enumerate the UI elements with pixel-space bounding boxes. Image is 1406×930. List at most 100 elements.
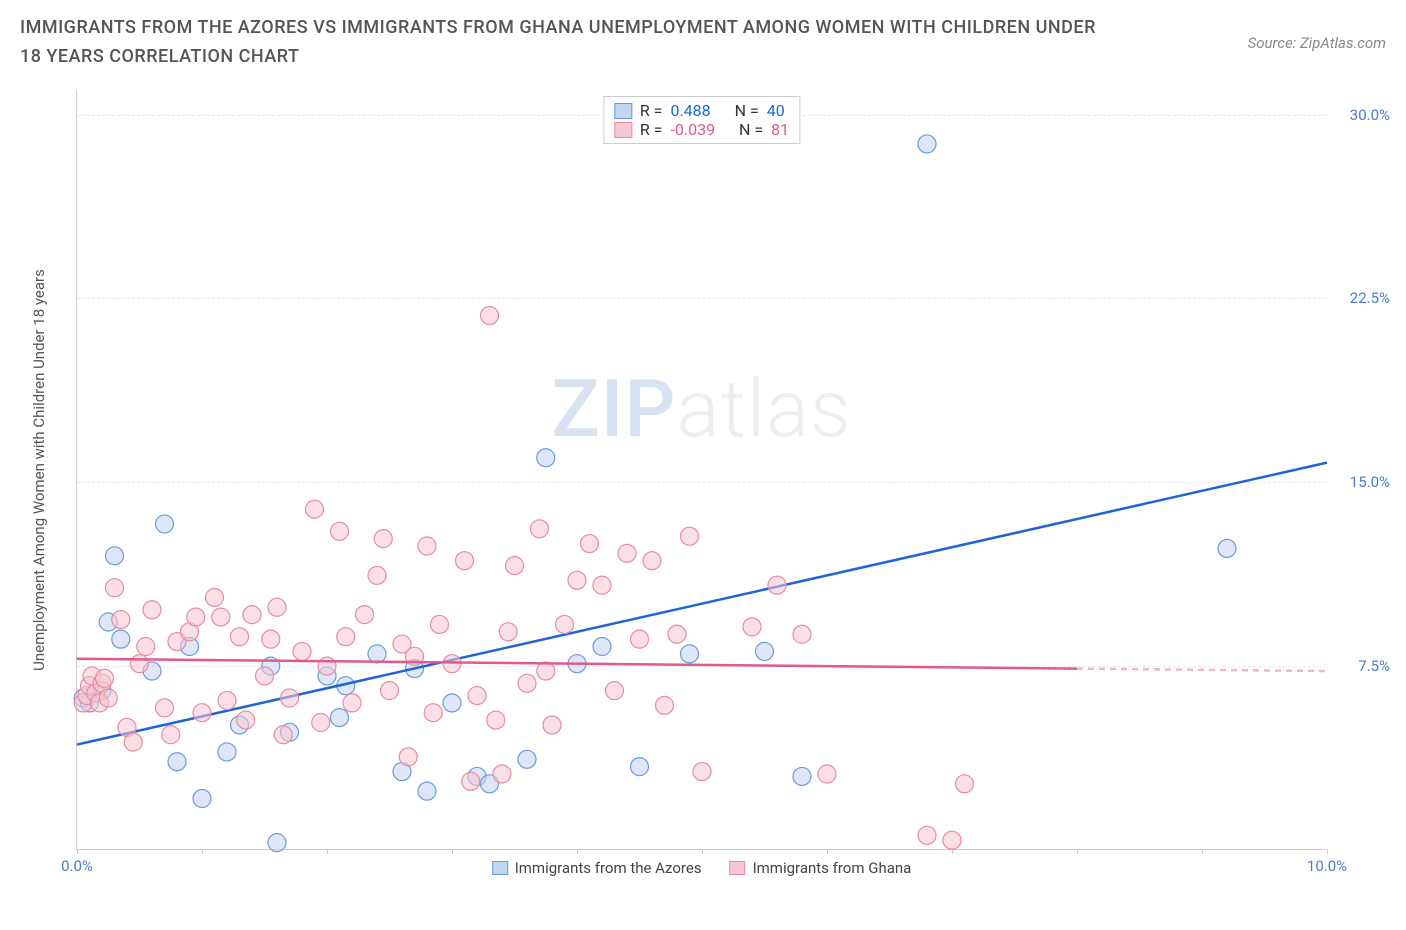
scatter-point — [456, 552, 474, 570]
scatter-point — [96, 669, 114, 687]
scatter-point — [493, 765, 511, 783]
x-tick-mark — [1202, 849, 1203, 854]
scatter-point — [337, 628, 355, 646]
scatter-point — [112, 611, 130, 629]
swatch-icon — [492, 861, 508, 875]
x-tick-label: 0.0% — [61, 857, 93, 875]
x-tick-label: 10.0% — [1307, 857, 1347, 875]
scatter-point — [681, 645, 699, 663]
scatter-point — [374, 530, 392, 548]
scatter-point — [793, 625, 811, 643]
legend-row-azores: R = 0.488 N = 40 — [614, 101, 789, 120]
scatter-point — [131, 655, 149, 673]
trend-line — [77, 463, 1327, 745]
scatter-point — [431, 615, 449, 633]
scatter-point — [556, 615, 574, 633]
scatter-point — [462, 772, 480, 790]
scatter-point — [943, 831, 961, 849]
scatter-point — [668, 625, 686, 643]
scatter-point — [568, 571, 586, 589]
scatter-point — [331, 709, 349, 727]
y-tick-label: 7.5% — [1358, 657, 1390, 675]
x-tick-mark — [327, 849, 328, 854]
x-tick-mark — [827, 849, 828, 854]
scatter-point — [231, 628, 249, 646]
scatter-point — [631, 758, 649, 776]
scatter-point — [318, 657, 336, 675]
scatter-point — [162, 726, 180, 744]
x-tick-mark — [1327, 849, 1328, 854]
scatter-point — [268, 598, 286, 616]
scatter-point — [274, 726, 292, 744]
scatter-point — [1218, 539, 1236, 557]
scatter-point — [306, 500, 324, 518]
scatter-point — [193, 790, 211, 808]
swatch-azores — [614, 103, 632, 119]
legend-label: Immigrants from Ghana — [753, 859, 912, 877]
scatter-point — [368, 566, 386, 584]
scatter-point — [643, 552, 661, 570]
x-tick-mark — [702, 849, 703, 854]
scatter-point — [593, 576, 611, 594]
scatter-point — [343, 694, 361, 712]
chart-container: Unemployment Among Women with Children U… — [20, 90, 1390, 910]
n-value-ghana: 81 — [771, 120, 789, 139]
scatter-point — [918, 135, 936, 153]
scatter-point — [681, 527, 699, 545]
scatter-point — [606, 682, 624, 700]
scatter-point — [593, 638, 611, 656]
scatter-point — [268, 834, 286, 852]
scatter-point — [518, 674, 536, 692]
y-tick-label: 15.0% — [1350, 473, 1390, 491]
scatter-point — [187, 608, 205, 626]
scatter-point — [537, 662, 555, 680]
scatter-point — [768, 576, 786, 594]
scatter-point — [281, 689, 299, 707]
chart-title: IMMIGRANTS FROM THE AZORES VS IMMIGRANTS… — [20, 14, 1120, 72]
x-tick-mark — [202, 849, 203, 854]
scatter-point — [656, 696, 674, 714]
y-tick-label: 30.0% — [1350, 106, 1390, 124]
scatter-point — [618, 544, 636, 562]
scatter-point — [499, 623, 517, 641]
scatter-point — [212, 608, 230, 626]
scatter-point — [956, 775, 974, 793]
correlation-legend: R = 0.488 N = 40 R = -0.039 N = 81 — [603, 96, 800, 144]
scatter-point — [106, 547, 124, 565]
scatter-point — [581, 535, 599, 553]
x-tick-mark — [1077, 849, 1078, 854]
scatter-point — [468, 687, 486, 705]
swatch-ghana — [614, 122, 632, 138]
scatter-point — [399, 748, 417, 766]
scatter-point — [143, 601, 161, 619]
trend-line-dashed — [1077, 669, 1327, 671]
scatter-point — [531, 520, 549, 538]
legend-label: Immigrants from the Azores — [515, 859, 702, 877]
scatter-point — [506, 557, 524, 575]
plot-area: ZIPatlas R = 0.488 N = 40 R = -0.039 N =… — [76, 90, 1326, 850]
scatter-point — [443, 694, 461, 712]
scatter-point — [487, 711, 505, 729]
scatter-point — [262, 630, 280, 648]
r-value-ghana: -0.039 — [670, 120, 715, 139]
scatter-point — [124, 733, 142, 751]
scatter-point — [418, 537, 436, 555]
r-value-azores: 0.488 — [670, 101, 710, 120]
scatter-point — [168, 753, 186, 771]
scatter-point — [206, 588, 224, 606]
scatter-point — [331, 522, 349, 540]
scatter-point — [218, 691, 236, 709]
source-label: Source: ZipAtlas.com — [1248, 34, 1386, 52]
scatter-point — [218, 743, 236, 761]
x-tick-mark — [452, 849, 453, 854]
scatter-point — [743, 618, 761, 636]
scatter-point — [537, 449, 555, 467]
scatter-point — [918, 826, 936, 844]
scatter-point — [256, 667, 274, 685]
scatter-point — [481, 307, 499, 325]
scatter-point — [418, 782, 436, 800]
x-tick-mark — [577, 849, 578, 854]
scatter-point — [818, 765, 836, 783]
scatter-point — [368, 645, 386, 663]
scatter-point — [106, 579, 124, 597]
